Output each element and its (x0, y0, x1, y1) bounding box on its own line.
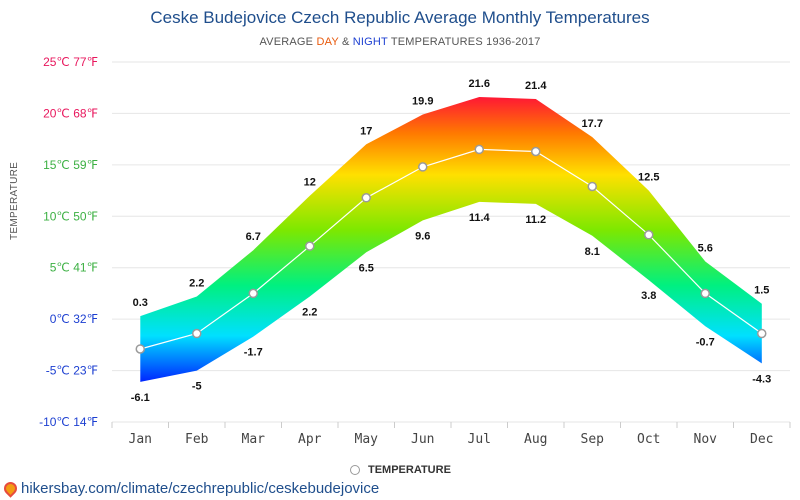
y-tick-label: 20℃ 68℉ (43, 106, 98, 120)
night-data-label: 9.6 (415, 230, 430, 242)
night-data-label: -1.7 (244, 347, 263, 359)
average-point (644, 230, 654, 240)
night-data-label: 3.8 (641, 290, 656, 302)
night-data-label: 8.1 (585, 246, 600, 258)
x-tick-label: May (355, 432, 379, 447)
night-data-label: -4.3 (752, 373, 771, 385)
day-data-label: 2.2 (189, 278, 204, 290)
x-tick-label: Mar (242, 432, 266, 447)
night-data-label: -5 (192, 381, 202, 393)
y-tick-label: -5℃ 23℉ (46, 364, 98, 378)
day-data-label: 12.5 (638, 172, 659, 184)
legend-marker-icon (350, 465, 360, 475)
average-point (474, 144, 484, 155)
day-data-label: 21.6 (469, 78, 490, 90)
x-tick-label: Oct (637, 432, 660, 447)
x-tick-label: Sep (581, 432, 605, 447)
legend-label: TEMPERATURE (368, 464, 451, 476)
subtitle-day: DAY (316, 36, 339, 48)
average-point (192, 328, 202, 339)
night-data-label: 11.4 (469, 212, 491, 224)
average-point (587, 181, 597, 192)
chart-subtitle: AVERAGE DAY & NIGHT TEMPERATURES 1936-20… (0, 36, 800, 48)
subtitle-suffix: TEMPERATURES 1936-2017 (387, 36, 541, 48)
day-data-label: 17 (360, 125, 372, 137)
y-tick-label: 25℃ 77℉ (43, 55, 98, 69)
subtitle-night: NIGHT (352, 36, 388, 48)
temperature-chart: 25℃ 77℉ 20℃ 68℉ 15℃ 59℉ 10℃ 50℉ 5℃ 41℉ 0℃ 32℉… (39, 55, 791, 447)
average-point (531, 146, 541, 157)
y-tick-label: 15℃ 59℉ (43, 158, 98, 172)
average-point (700, 288, 710, 299)
subtitle-amp: & (338, 36, 353, 48)
day-data-label: 6.7 (246, 231, 261, 243)
x-tick-label: Aug (524, 432, 547, 447)
y-tick-label: -10℃ 14℉ (39, 415, 98, 429)
x-tick-label: Jan (129, 432, 152, 447)
night-data-label: -0.7 (696, 336, 715, 348)
x-tick-label: Apr (298, 432, 322, 447)
day-data-label: 21.4 (525, 80, 547, 92)
x-tick-label: Nov (694, 432, 718, 447)
y-tick-label: 10℃ 50℉ (43, 209, 98, 223)
day-data-label: 5.6 (698, 243, 713, 255)
source-text: hikersbay.com/climate/czechrepublic/cesk… (21, 480, 380, 497)
night-data-label: 6.5 (359, 262, 374, 274)
day-data-label: 17.7 (582, 118, 603, 130)
day-data-label: 0.3 (133, 297, 148, 309)
map-pin-icon (1, 479, 20, 498)
average-point (418, 162, 428, 172)
y-tick-label: 0℃ 32℉ (50, 312, 98, 326)
y-tick-label: 5℃ 41℉ (50, 261, 98, 275)
average-point (305, 241, 315, 251)
temperature-band (140, 97, 762, 382)
x-tick-label: Dec (750, 432, 773, 447)
night-data-label: 2.2 (302, 307, 317, 319)
x-tick-label: Feb (185, 432, 209, 447)
day-data-label: 12 (304, 177, 316, 189)
y-axis-title: TEMPERATURE (9, 161, 20, 240)
x-tick-label: Jul (468, 432, 491, 447)
legend[interactable]: TEMPERATURE (350, 464, 451, 476)
day-data-label: 1.5 (754, 285, 769, 297)
average-point (248, 288, 258, 299)
average-point (135, 344, 145, 354)
source-link[interactable]: hikersbay.com/climate/czechrepublic/cesk… (1, 479, 380, 498)
x-tick-label: Jun (411, 432, 434, 447)
chart-title: Ceske Budejovice Czech Republic Average … (150, 8, 650, 27)
average-line (140, 148, 763, 350)
day-data-label: 19.9 (412, 95, 433, 107)
night-data-label: 11.2 (525, 214, 546, 226)
average-point (361, 193, 371, 203)
subtitle-prefix: AVERAGE (259, 36, 317, 48)
night-data-label: -6.1 (131, 392, 150, 404)
average-point (757, 328, 767, 339)
